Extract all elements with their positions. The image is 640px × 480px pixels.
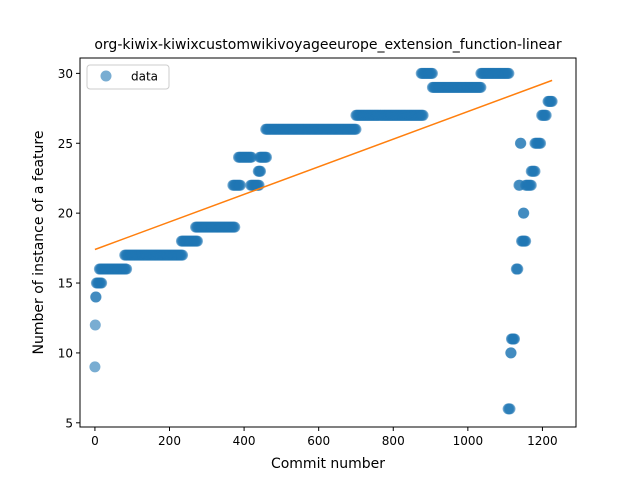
data-point: [475, 81, 487, 93]
data-point: [505, 347, 517, 359]
x-tick-label: 600: [307, 434, 330, 448]
x-tick-label: 0: [91, 434, 99, 448]
data-point: [525, 179, 537, 191]
x-axis-title: Commit number: [271, 456, 385, 472]
data-point: [518, 207, 530, 219]
y-axis: 5 10 15 20 25 30: [58, 67, 80, 430]
x-tick-label: 400: [233, 434, 256, 448]
y-tick-label: 20: [58, 207, 73, 221]
data-point: [426, 67, 438, 79]
data-point: [535, 137, 547, 149]
data-point: [90, 291, 102, 303]
y-tick-label: 15: [58, 277, 73, 291]
data-point: [512, 263, 524, 275]
legend-marker: [100, 70, 112, 82]
y-axis-title: Number of instance of a feature: [31, 131, 47, 355]
data-point: [529, 165, 541, 177]
data-point: [350, 123, 362, 135]
legend: data: [86, 64, 170, 90]
data-point: [234, 179, 246, 191]
data-point: [177, 249, 189, 261]
y-tick-label: 30: [58, 67, 73, 81]
x-tick-label: 200: [158, 434, 181, 448]
data-point: [89, 361, 101, 373]
data-point: [89, 319, 101, 331]
data-point: [229, 221, 241, 233]
data-point: [520, 235, 532, 247]
data-point: [96, 277, 108, 289]
data-point: [121, 263, 133, 275]
data-point: [260, 151, 272, 163]
data-point: [508, 333, 520, 345]
x-tick-label: 1200: [527, 434, 558, 448]
plot-frame: [79, 57, 577, 428]
data-point: [255, 165, 266, 177]
data-point: [417, 109, 429, 121]
data-point: [246, 151, 258, 163]
y-tick-label: 25: [58, 137, 73, 151]
y-tick-label: 10: [58, 346, 73, 360]
y-tick-label: 5: [65, 416, 73, 430]
data-point: [540, 109, 552, 121]
legend-label: data: [131, 70, 158, 84]
chart-title: org-kiwix-kiwixcustomwikivoyageeurope_ex…: [94, 37, 562, 53]
x-tick-label: 800: [382, 434, 405, 448]
x-axis: 0 200 400 600 800 1000 1200: [91, 427, 558, 448]
data-point: [515, 137, 527, 149]
x-tick-label: 1000: [453, 434, 484, 448]
fit-line: [94, 79, 553, 251]
data-point: [191, 235, 203, 247]
data-point: [504, 403, 516, 415]
data-points: [89, 67, 558, 415]
data-point: [503, 67, 515, 79]
data-point: [546, 95, 558, 107]
